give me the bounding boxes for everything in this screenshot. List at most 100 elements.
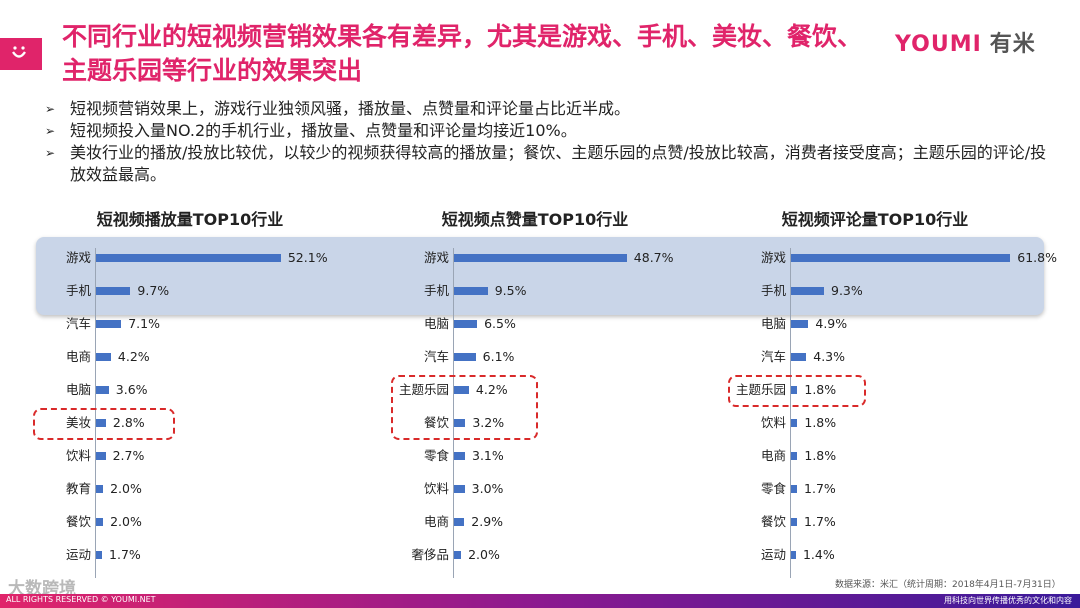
arrow-bullet-icon: ➢	[44, 146, 56, 160]
value-label: 61.8%	[1017, 250, 1057, 265]
highlight-box	[728, 375, 867, 407]
category-label: 运动	[65, 547, 91, 562]
bar	[96, 320, 122, 328]
category-label: 饮料	[65, 448, 91, 463]
category-label: 零食	[760, 481, 786, 496]
brand-logo: YOUMI 有米	[895, 26, 1036, 58]
value-label: 3.6%	[115, 382, 148, 397]
value-label: 1.8%	[804, 448, 837, 463]
footer-bar: ALL RIGHTS RESERVED © YOUMI.NET 用科技向世界传播…	[0, 594, 1080, 608]
bar	[96, 419, 106, 427]
bar	[454, 353, 476, 361]
value-label: 2.7%	[112, 448, 145, 463]
chart-axis	[453, 248, 454, 578]
category-label: 餐饮	[423, 415, 449, 430]
bar	[454, 419, 466, 427]
value-label: 4.2%	[117, 349, 150, 364]
value-label: 52.1%	[287, 250, 328, 265]
chart-title-plays: 短视频播放量TOP10行业	[96, 210, 284, 229]
value-label: 3.2%	[472, 415, 505, 430]
chart-axis	[95, 248, 96, 578]
smile-logo-icon	[12, 46, 26, 58]
brand-name-en: YOUMI	[895, 32, 982, 57]
value-label: 3.1%	[472, 448, 504, 463]
bar	[791, 518, 798, 526]
category-label: 饮料	[423, 481, 449, 496]
value-label: 1.7%	[804, 481, 836, 496]
bar	[791, 353, 807, 361]
category-label: 汽车	[65, 316, 91, 331]
category-label: 奢侈品	[411, 547, 449, 562]
bar	[791, 320, 809, 328]
value-label: 6.1%	[482, 349, 515, 364]
category-label: 美妆	[65, 415, 91, 430]
value-label: 2.8%	[112, 415, 145, 430]
category-label: 主题乐园	[398, 382, 449, 397]
value-label: 9.3%	[831, 283, 863, 298]
category-label: 游戏	[65, 250, 91, 265]
value-label: 4.3%	[813, 349, 846, 364]
chart-title-likes: 短视频点赞量TOP10行业	[441, 210, 629, 229]
highlight-box	[391, 375, 538, 440]
bar	[454, 287, 488, 295]
value-label: 48.7%	[633, 250, 674, 265]
value-label: 7.1%	[128, 316, 160, 331]
category-label: 电脑	[423, 316, 449, 331]
bullet-text: 短视频营销效果上，游戏行业独领风骚，播放量、点赞量和评论量占比近半成。	[70, 99, 631, 118]
value-label: 1.7%	[804, 514, 836, 529]
category-label: 手机	[65, 283, 91, 298]
bullet-text: 美妆行业的播放/投放比较优，以较少的视频获得较高的播放量；餐饮、主题乐园的点赞/…	[70, 143, 1047, 184]
category-label: 电脑	[65, 382, 91, 397]
chart-title-comments: 短视频评论量TOP10行业	[781, 210, 969, 229]
category-label: 电商	[423, 514, 449, 529]
category-label: 游戏	[760, 250, 786, 265]
bar	[96, 518, 104, 526]
arrow-bullet-icon: ➢	[44, 124, 56, 138]
bar	[791, 419, 798, 427]
bar	[454, 518, 465, 526]
bar	[96, 452, 106, 460]
value-label: 1.7%	[109, 547, 141, 562]
category-label: 电商	[760, 448, 786, 463]
bar	[791, 254, 1011, 262]
bar	[96, 254, 281, 262]
bar	[791, 386, 798, 394]
value-label: 1.8%	[804, 415, 837, 430]
bar	[791, 452, 798, 460]
bar	[454, 452, 465, 460]
value-label: 1.8%	[804, 382, 837, 397]
value-label: 2.9%	[471, 514, 504, 529]
value-label: 2.0%	[468, 547, 500, 562]
category-label: 电脑	[760, 316, 786, 331]
value-label: 4.9%	[815, 316, 848, 331]
bar	[96, 551, 103, 559]
data-source-note: 数据来源：米汇（统计周期：2018年4月1日-7月31日）	[835, 580, 1061, 590]
bar	[96, 485, 104, 493]
value-label: 3.0%	[471, 481, 504, 496]
bar	[96, 386, 109, 394]
bar	[791, 551, 796, 559]
bar	[791, 485, 798, 493]
value-label: 9.7%	[137, 283, 170, 298]
bar	[454, 254, 627, 262]
footer-copyright: ALL RIGHTS RESERVED © YOUMI.NET	[6, 595, 156, 604]
category-label: 游戏	[423, 250, 449, 265]
value-label: 4.2%	[475, 382, 508, 397]
value-label: 2.0%	[110, 481, 142, 496]
arrow-bullet-icon: ➢	[44, 102, 56, 116]
category-label: 餐饮	[65, 514, 91, 529]
page-title: 不同行业的短视频营销效果各有差异，尤其是游戏、手机、美妆、餐饮、主题乐园等行业的…	[62, 22, 863, 85]
category-label: 手机	[423, 283, 449, 298]
category-label: 汽车	[760, 349, 786, 364]
bar	[791, 287, 824, 295]
category-label: 手机	[760, 283, 786, 298]
category-label: 饮料	[760, 415, 786, 430]
category-label: 运动	[760, 547, 786, 562]
highlight-box	[33, 408, 175, 440]
bar	[454, 551, 462, 559]
category-label: 餐饮	[760, 514, 786, 529]
logo-badge	[0, 38, 42, 70]
category-label: 主题乐园	[735, 382, 786, 397]
value-label: 2.0%	[110, 514, 142, 529]
bar	[96, 287, 131, 295]
